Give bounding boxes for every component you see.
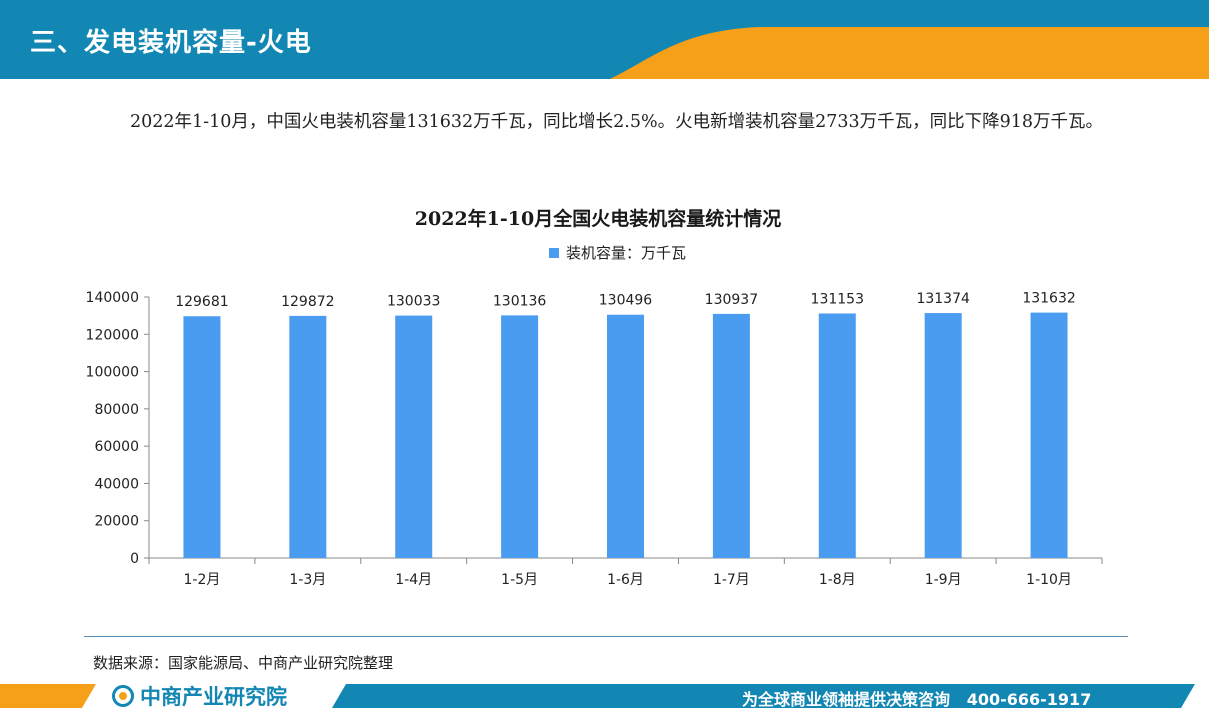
x-tick-label: 1-8月 [819, 572, 856, 588]
bar [501, 315, 539, 558]
bar [607, 314, 644, 558]
data-label: 131153 [811, 291, 864, 307]
x-tick-label: 1-6月 [607, 572, 644, 588]
legend-label: 装机容量：万千瓦 [566, 244, 687, 262]
bar [1030, 312, 1068, 558]
data-label: 130937 [705, 292, 758, 308]
page-title: 三、发电装机容量-火电 [30, 28, 312, 58]
x-tick-label: 1-4月 [395, 572, 432, 588]
bar [818, 313, 856, 558]
y-tick-label: 120000 [86, 327, 139, 343]
footer-logo: 中商产业研究院 [112, 684, 287, 709]
x-tick-label: 1-10月 [1026, 572, 1072, 588]
data-label: 130496 [599, 293, 653, 309]
y-tick-label: 40000 [94, 476, 139, 492]
x-tick-label: 1-3月 [289, 572, 326, 588]
bar [289, 315, 327, 558]
divider [84, 636, 1128, 637]
data-label: 130033 [387, 294, 440, 310]
summary-paragraph: 2022年1-10月，中国火电装机容量131632万千瓦，同比增长2.5%。火电… [130, 112, 1104, 132]
x-tick-label: 1-7月 [713, 572, 750, 588]
y-tick-label: 20000 [94, 514, 139, 530]
data-label: 129872 [281, 294, 334, 310]
header-accent [610, 27, 1209, 79]
y-tick-label: 140000 [86, 290, 139, 306]
x-tick-label: 1-9月 [925, 572, 962, 588]
footer-logo-text: 中商产业研究院 [140, 685, 287, 709]
data-source: 数据来源：国家能源局、中商产业研究院整理 [93, 654, 394, 672]
y-tick-label: 80000 [94, 402, 139, 418]
chart-title: 2022年1-10月全国火电装机容量统计情况 [414, 208, 782, 230]
footer-bar [0, 684, 1195, 708]
legend-swatch [549, 247, 559, 258]
data-label: 129681 [175, 294, 228, 310]
data-label: 131374 [916, 291, 970, 307]
data-label: 130136 [493, 293, 547, 309]
bar [924, 313, 962, 558]
bar [712, 313, 750, 558]
bar [395, 315, 433, 558]
footer-slogan: 为全球商业领袖提供决策咨询 400-666-1917 [742, 690, 1092, 709]
bar [183, 316, 221, 558]
x-tick-label: 1-2月 [184, 572, 221, 588]
logo-icon [112, 685, 134, 707]
x-tick-label: 1-5月 [501, 572, 538, 588]
data-label: 131632 [1022, 291, 1075, 307]
y-tick-label: 0 [130, 551, 139, 567]
chart-legend: 装机容量：万千瓦 [549, 242, 686, 263]
y-tick-label: 60000 [94, 439, 139, 455]
y-tick-label: 100000 [86, 365, 139, 381]
